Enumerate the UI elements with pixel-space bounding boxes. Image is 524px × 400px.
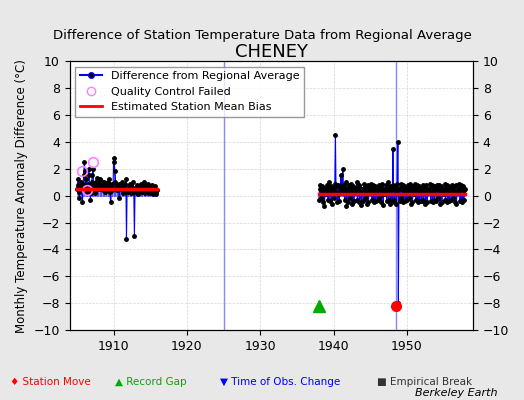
Y-axis label: Monthly Temperature Anomaly Difference (°C): Monthly Temperature Anomaly Difference (… bbox=[15, 59, 28, 332]
Text: ♦ Station Move: ♦ Station Move bbox=[10, 377, 91, 387]
Text: ▲ Record Gap: ▲ Record Gap bbox=[115, 377, 187, 387]
Text: ■ Empirical Break: ■ Empirical Break bbox=[377, 377, 473, 387]
Text: Difference of Station Temperature Data from Regional Average: Difference of Station Temperature Data f… bbox=[52, 30, 472, 42]
Title: CHENEY: CHENEY bbox=[235, 43, 308, 61]
Text: ▼ Time of Obs. Change: ▼ Time of Obs. Change bbox=[220, 377, 340, 387]
Legend: Difference from Regional Average, Quality Control Failed, Estimated Station Mean: Difference from Regional Average, Qualit… bbox=[75, 66, 304, 116]
Text: Berkeley Earth: Berkeley Earth bbox=[416, 388, 498, 398]
